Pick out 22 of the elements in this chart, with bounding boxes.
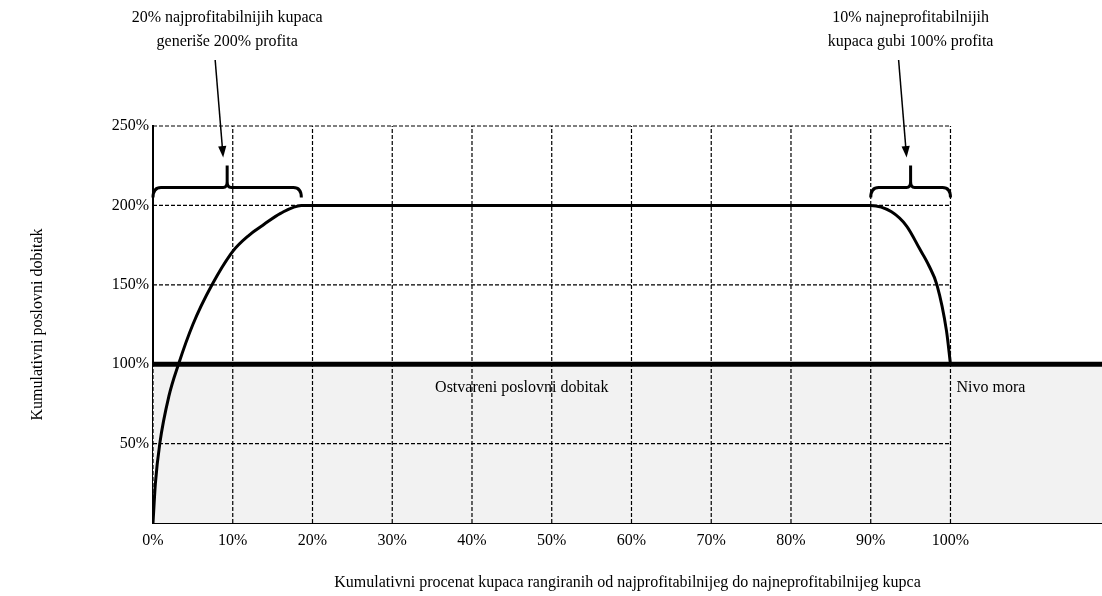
x-tick-label: 100%: [931, 530, 970, 548]
y-tick-label: 200%: [111, 195, 149, 213]
x-axis-title: Kumulativni procenat kupaca rangiranih od najprofitabilnijeg do najneprofitabilnijeg kupca: [334, 572, 921, 591]
y-axis-title: Kumulativni poslovni dobitak: [27, 228, 46, 421]
x-tick-label: 50%: [537, 530, 567, 548]
x-tick-label: 30%: [377, 530, 407, 548]
x-tick-label: 0%: [142, 530, 164, 548]
x-tick-label: 20%: [297, 530, 328, 548]
y-tick-label: 100%: [111, 354, 149, 372]
x-tick-label: 40%: [457, 530, 487, 548]
x-tick-label: 60%: [616, 530, 647, 548]
text: 10% najneprofitabilnijih kupaca gubi 100% profita: [827, 8, 994, 50]
y-tick-label: 250%: [111, 116, 149, 134]
x-tick-label: 10%: [218, 530, 248, 548]
ref-line-label: Nivo mora: [956, 378, 1026, 396]
x-tick-label: 90%: [856, 530, 886, 548]
text: 20% najprofitabilnijih kupaca generiše 200% profita: [131, 8, 323, 50]
y-tick-label: 150%: [111, 275, 149, 292]
band-label: Ostvareni poslovni dobitak: [435, 378, 609, 397]
x-tick-label: 70%: [696, 530, 726, 548]
x-tick-label: 80%: [776, 530, 806, 548]
y-tick-label: 50%: [119, 433, 149, 451]
